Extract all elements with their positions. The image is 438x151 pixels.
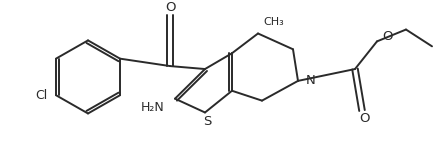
Text: N: N xyxy=(306,74,316,87)
Text: S: S xyxy=(203,115,211,128)
Text: Cl: Cl xyxy=(36,89,48,102)
Text: H₂N: H₂N xyxy=(141,101,165,114)
Text: CH₃: CH₃ xyxy=(263,17,284,27)
Text: O: O xyxy=(165,1,175,14)
Text: O: O xyxy=(359,112,369,125)
Text: O: O xyxy=(382,30,392,43)
